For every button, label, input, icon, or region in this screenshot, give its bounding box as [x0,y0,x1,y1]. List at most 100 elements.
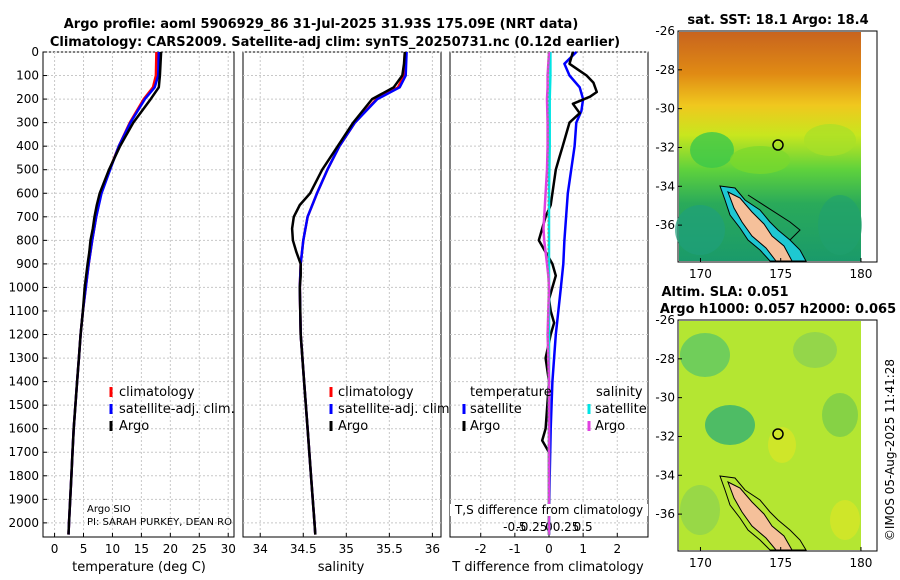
sla-map: Altim. SLA: 0.051 Argo h1000: 0.057 h200… [655,285,896,570]
legend-argo-label: Argo [119,419,149,434]
series-line-argo [290,51,407,535]
legend-argo-label: Argo [338,419,368,434]
y-tick-label: 1700 [8,445,39,459]
y-tick-label: 1900 [8,492,39,506]
sst-texture [675,124,862,255]
salinity-axes-frame [242,51,442,538]
difference-panel: -2 -1 0 1 2-0.5-0.250 0.250.5 T difference fr… [449,51,649,575]
sst-map: sat. SST: 18.1 Argo: 18.4 170 175 180 -26 -2… [655,13,878,281]
x-tick-label: -2 [475,542,487,556]
temperature-axes-frame [42,51,235,538]
sla-map-title: Altim. SLA: 0.051 [662,285,789,300]
map-x-tick-label: 170 [689,267,712,281]
y-tick-label: 2000 [8,516,39,530]
legend-t-satellite-label: satellite [470,402,522,417]
x-tick-label: 36 [425,542,440,556]
series-line-t-argo [537,51,599,535]
map-y-tick-label: -34 [655,468,675,482]
y-tick-label: 1300 [8,351,39,365]
y-tick-label: 1200 [8,328,39,342]
salinity-legend: climatology satellite-adj. clim. Argo [329,385,454,434]
land-new-zealand [719,475,807,551]
difference-legend: temperature salinity satellite Argo sate… [462,385,647,434]
x-tick-label: -1 [509,542,521,556]
legend-salinity-title: salinity [596,385,643,400]
temperature-legend: climatology satellite-adj. clim. Argo [109,385,235,434]
series-line-s-argo [542,51,551,535]
sla-texture [680,332,860,540]
map-y-tick-label: -32 [655,429,675,443]
x-tick-label: 5 [80,542,88,556]
legend-temperature-title: temperature [470,385,552,400]
sst-map-title: sat. SST: 18.1 Argo: 18.4 [687,13,868,28]
y-tick-label: 0 [31,45,39,59]
map-y-tick-label: -28 [655,352,675,366]
difference-xlabel: T difference from climatology [451,560,644,575]
x-tick-label: 15 [134,542,149,556]
x-tick-label: 2 [613,542,621,556]
y-tick-label: 1100 [8,304,39,318]
map-y-tick-label: -26 [655,313,675,327]
figure-title-line2: Climatology: CARS2009. Satellite-adj cli… [50,35,620,50]
map-y-tick-label: -34 [655,179,675,193]
map-y-tick-label: -36 [655,218,675,232]
legend-climatology-label: climatology [338,385,414,400]
map-y-tick-label: -32 [655,140,675,154]
y-tick-label: 300 [16,116,39,130]
x-tick-label: 20 [163,542,178,556]
x-tick-label: 0 [545,542,553,556]
map-x-tick-label: 180 [849,556,872,570]
salinity-panel: 34 34.5 35 35.5 36 salinity climatology sate… [242,51,454,575]
series-line-t-satellite [547,51,585,535]
land-new-zealand [719,185,807,262]
map-x-tick-label: 175 [769,267,792,281]
legend-s-satellite-label: satellite [595,402,647,417]
salinity-xlabel: salinity [318,560,365,575]
series-line-argo [67,51,163,535]
legend-s-argo-label: Argo [595,419,625,434]
credit-line2: PI: SARAH PURKEY, DEAN RO [87,517,232,528]
x-tick-label: 35.5 [376,542,403,556]
legend-satellite-label: satellite-adj. clim. [119,402,235,417]
map-x-tick-label: 175 [769,556,792,570]
y-tick-label: 900 [16,257,39,271]
x-tick-label: 30 [221,542,236,556]
x-tick-label: 1 [579,542,587,556]
timestamp: ©IMOS 05-Aug-2025 11:41:28 [883,359,897,541]
difference-inner-label: T,S difference from climatology [454,503,643,517]
y-tick-label: 1500 [8,398,39,412]
figure-title-line1: Argo profile: aoml 5906929_86 31-Jul-202… [64,17,579,32]
secondary-x-tick-label: -0.25 [516,520,547,534]
x-tick-label: 34.5 [290,542,317,556]
map-x-tick-label: 170 [689,556,712,570]
y-tick-label: 400 [16,139,39,153]
x-tick-label: 35 [339,542,354,556]
map-x-tick-label: 180 [849,267,872,281]
float-position-marker [772,428,784,440]
float-position-marker [772,139,784,151]
y-tick-label: 100 [16,69,39,83]
x-tick-label: 25 [192,542,207,556]
y-tick-label: 1600 [8,422,39,436]
map-y-tick-label: -30 [655,391,675,405]
legend-climatology-label: climatology [119,385,195,400]
secondary-x-tick-label: 0.5 [574,520,593,534]
legend-satellite-label: satellite-adj. clim. [338,402,454,417]
y-tick-label: 800 [16,233,39,247]
x-tick-label: 0 [51,542,59,556]
difference-inner-label-bg [450,504,648,516]
sla-map-subtitle: Argo h1000: 0.057 h2000: 0.065 [660,302,896,317]
temperature-panel: 0100200300400500600700800900100011001200… [8,45,235,575]
legend-t-argo-label: Argo [470,419,500,434]
x-tick-label: 10 [105,542,120,556]
y-tick-label: 700 [16,210,39,224]
y-tick-label: 500 [16,163,39,177]
secondary-x-tick-label: -0.5 [503,520,526,534]
temperature-xlabel: temperature (deg C) [72,560,206,575]
secondary-x-tick-label: 0.25 [553,520,580,534]
y-tick-label: 1800 [8,469,39,483]
map-y-tick-label: -30 [655,102,675,116]
credit-line1: Argo SIO [87,504,131,515]
map-y-tick-label: -36 [655,507,675,521]
